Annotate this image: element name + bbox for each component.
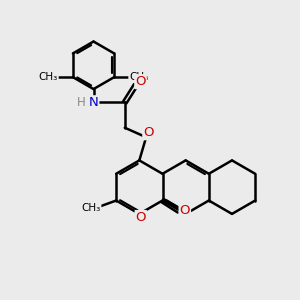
- Text: O: O: [143, 126, 154, 139]
- Text: H: H: [77, 96, 85, 109]
- Text: CH₃: CH₃: [129, 72, 148, 82]
- Text: O: O: [179, 204, 190, 218]
- Text: CH₃: CH₃: [39, 72, 58, 82]
- Text: O: O: [136, 211, 146, 224]
- Text: O: O: [135, 75, 146, 88]
- Text: CH₃: CH₃: [81, 203, 101, 213]
- Text: N: N: [89, 96, 98, 109]
